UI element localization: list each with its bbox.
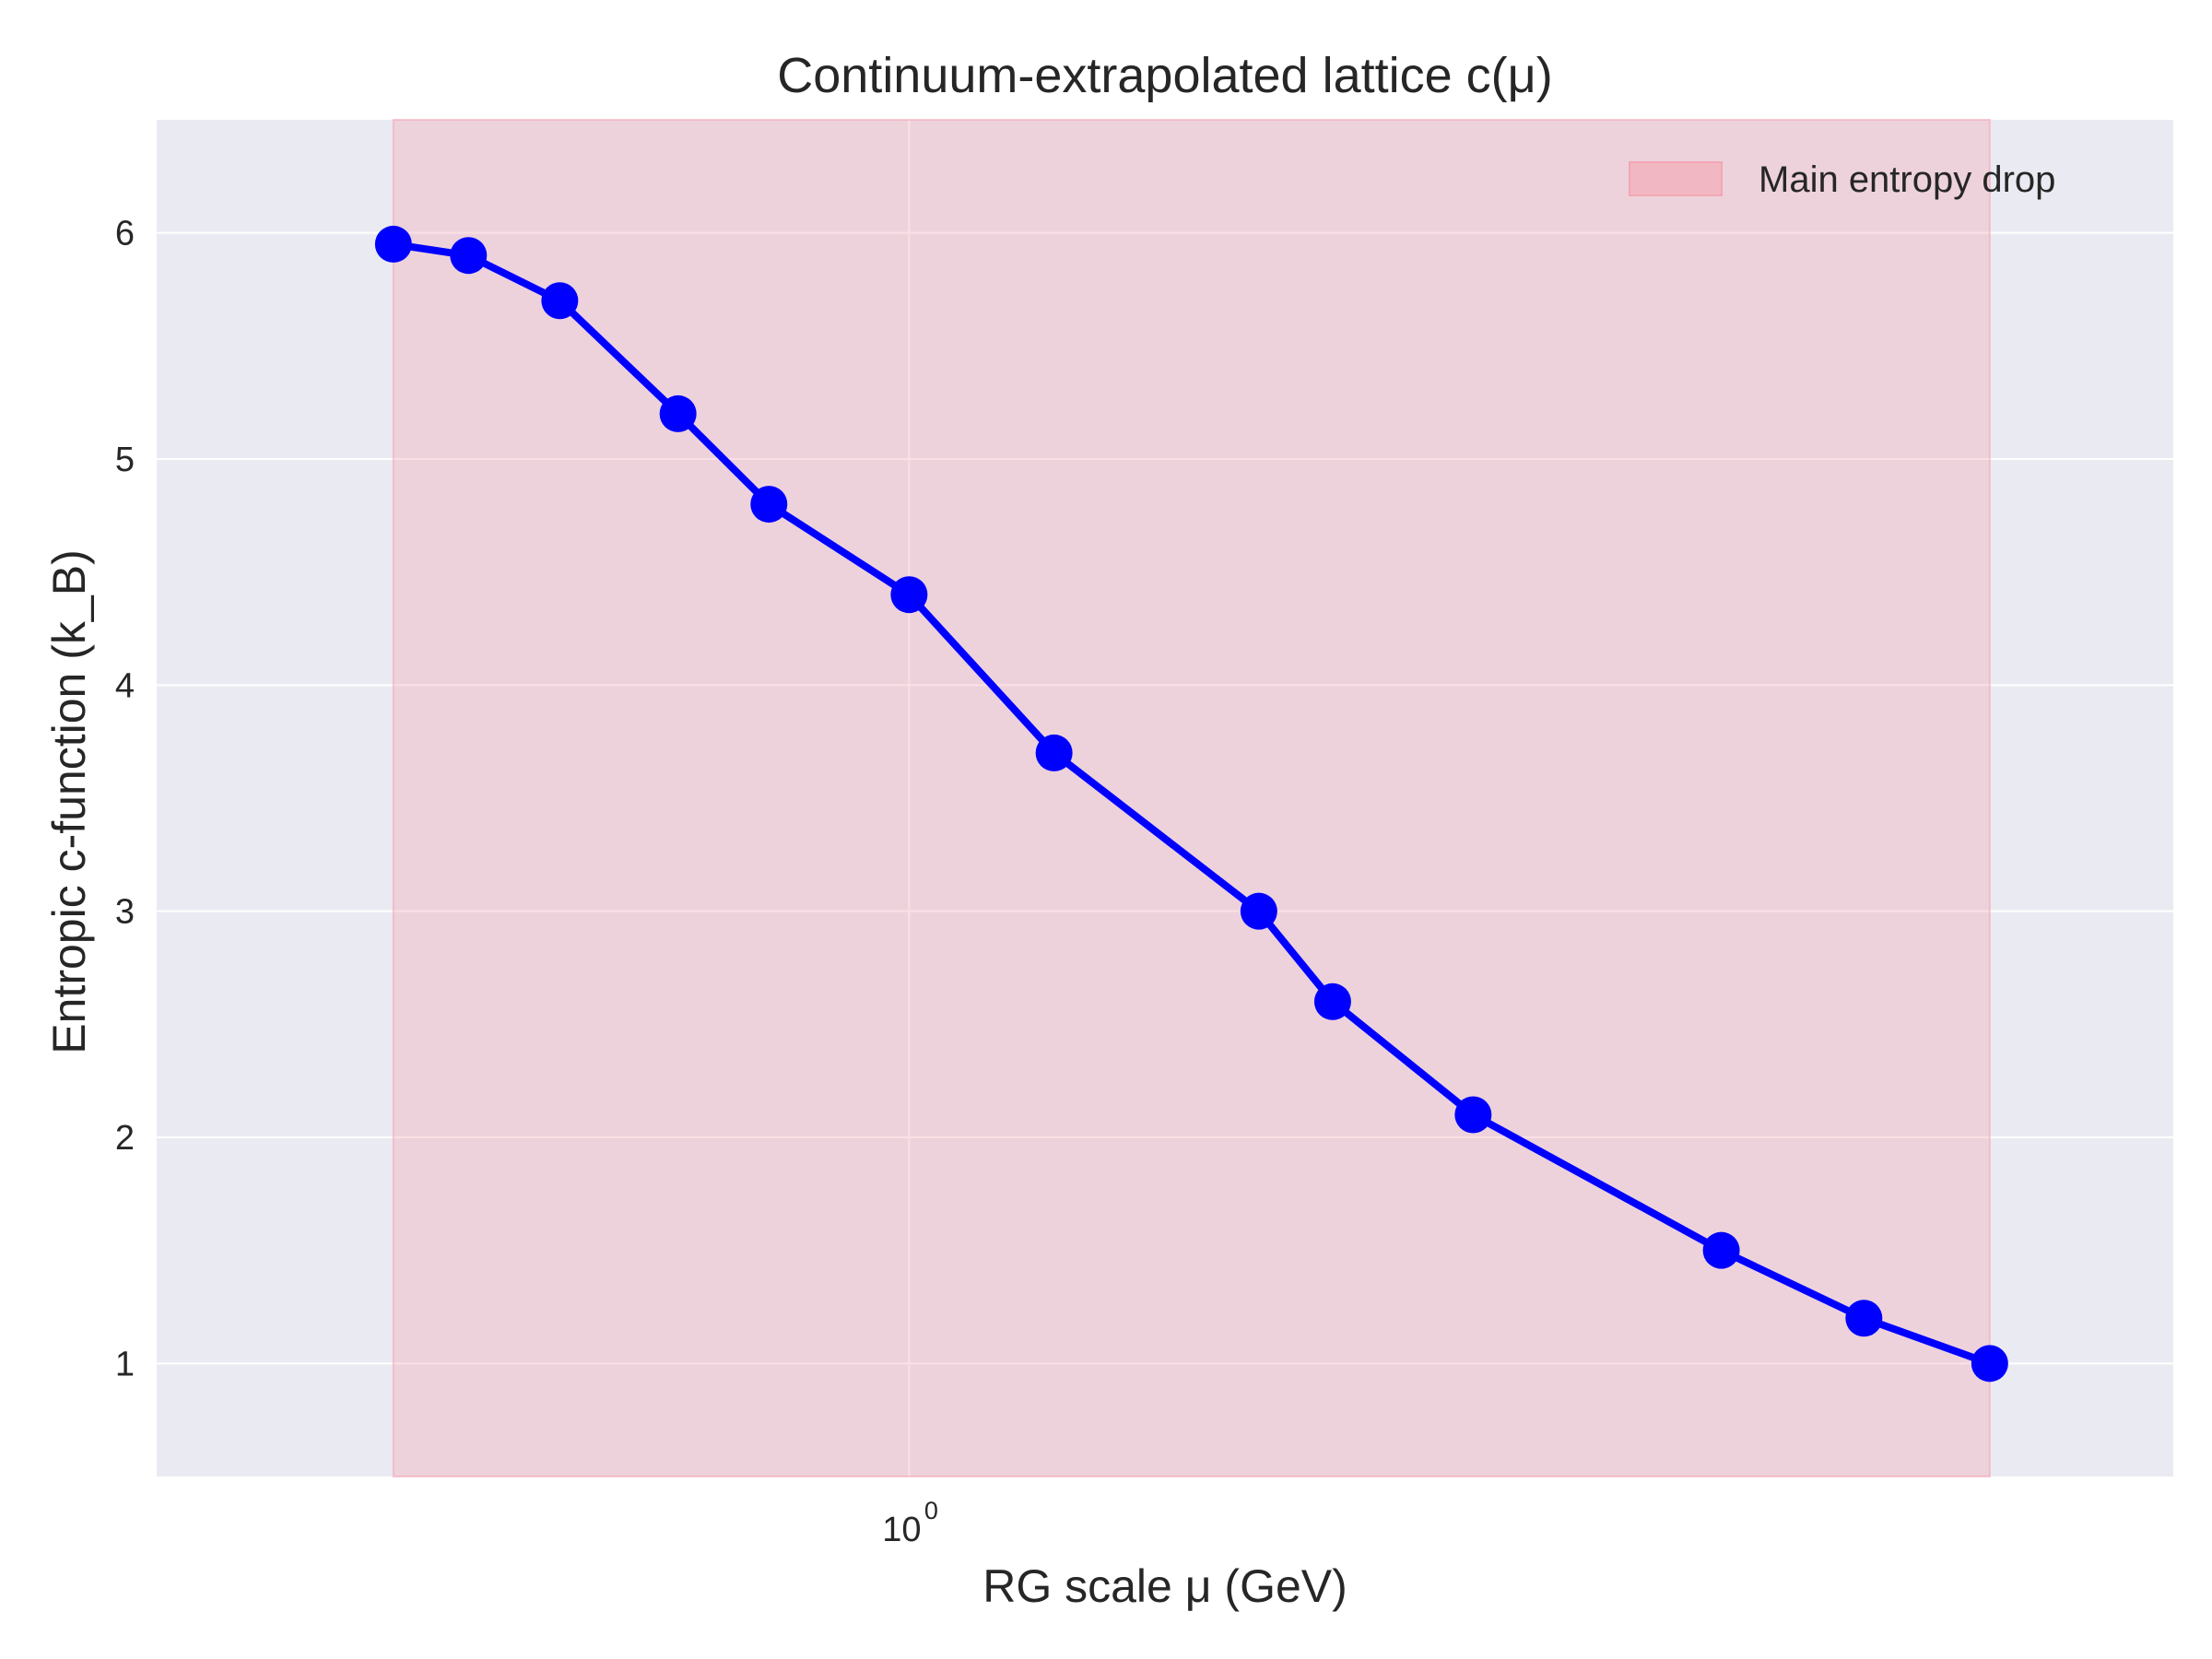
shaded-region bbox=[392, 119, 1991, 1477]
legend-label: Main entropy drop bbox=[1759, 159, 2055, 200]
data-point bbox=[890, 576, 928, 614]
y-tick-label: 1 bbox=[115, 1345, 135, 1383]
x-axis-label: RG scale μ (GeV) bbox=[982, 1560, 1347, 1612]
y-tick-label: 2 bbox=[115, 1119, 135, 1158]
data-point bbox=[450, 237, 488, 275]
x-tick-exponent: 0 bbox=[924, 1497, 938, 1524]
y-axis-label: Entropic c-function (k_B) bbox=[43, 549, 95, 1053]
data-point bbox=[541, 282, 579, 320]
data-point bbox=[1845, 1300, 1883, 1337]
y-tick-label: 6 bbox=[115, 215, 135, 253]
y-tick-label: 4 bbox=[115, 666, 135, 705]
y-tick-label: 5 bbox=[115, 441, 135, 479]
data-point bbox=[1313, 982, 1351, 1020]
data-point bbox=[1702, 1231, 1740, 1269]
data-point bbox=[1971, 1345, 2008, 1382]
y-tick-label: 3 bbox=[115, 893, 135, 932]
plot-area bbox=[157, 120, 2173, 1477]
data-point bbox=[750, 486, 788, 524]
data-point bbox=[374, 225, 412, 263]
data-point bbox=[1454, 1096, 1492, 1134]
data-point bbox=[1035, 734, 1073, 771]
y-tick-labels: 1 2 3 4 5 6 bbox=[115, 215, 135, 1384]
data-point bbox=[659, 394, 697, 432]
chart-title: Continuum-extrapolated lattice c(μ) bbox=[777, 48, 1552, 103]
x-tick-label: 10 bbox=[882, 1511, 921, 1549]
legend: Main entropy drop bbox=[1629, 159, 2055, 200]
data-point bbox=[1240, 892, 1277, 930]
series-line bbox=[374, 225, 2008, 1382]
grid-lines bbox=[157, 120, 2173, 1477]
x-tick-labels: 10 0 bbox=[882, 1497, 938, 1549]
legend-swatch bbox=[1629, 161, 1723, 196]
